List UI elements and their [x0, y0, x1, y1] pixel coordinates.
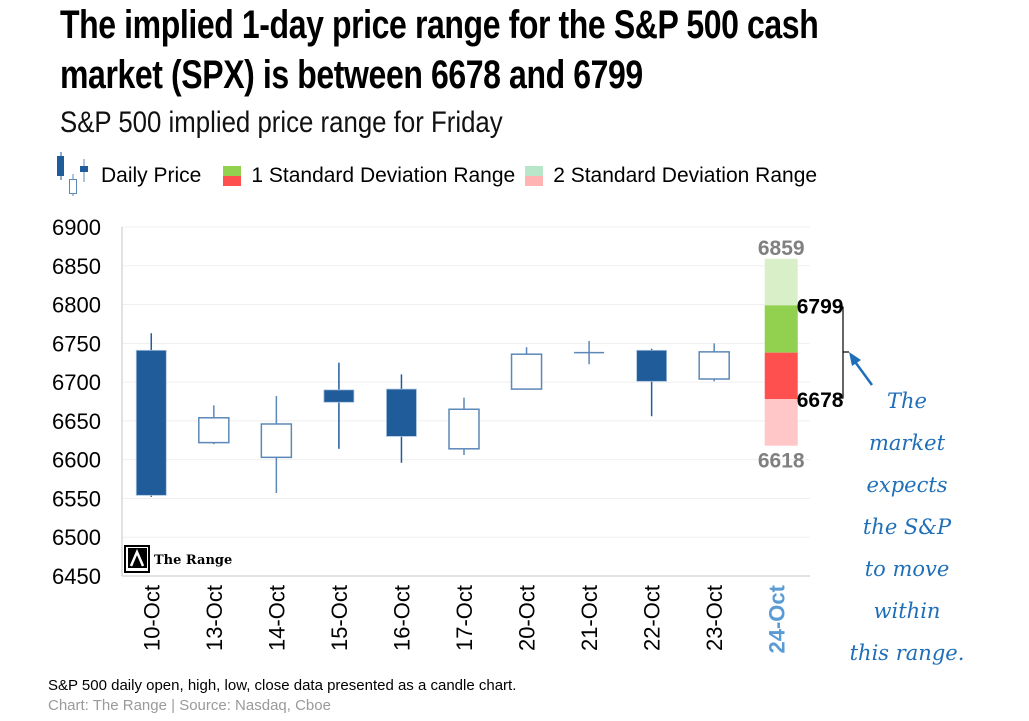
candle-body — [636, 349, 668, 382]
y-tick-label: 6650 — [52, 409, 101, 434]
watermark-text: The Range — [154, 553, 232, 568]
candle-body — [448, 408, 480, 450]
candlestick-icon — [57, 152, 88, 196]
y-tick-label: 6700 — [52, 370, 101, 395]
annotation-text: The market expects the S&P to move withi… — [832, 380, 982, 674]
legend-label-daily-price: Daily Price — [101, 164, 202, 187]
x-tick-label: 13-Oct — [202, 585, 227, 651]
y-tick-label: 6750 — [52, 331, 101, 356]
x-tick-label: 22-Oct — [640, 585, 665, 651]
x-tick-label: 16-Oct — [389, 585, 414, 651]
y-tick-label: 6850 — [52, 254, 101, 279]
annotation-line: the S&P — [862, 515, 952, 539]
title-line-2: market (SPX) is between 6678 and 6799 — [60, 53, 643, 97]
candle — [323, 362, 355, 449]
candle-body — [260, 423, 293, 459]
arrow-shaft — [851, 358, 874, 386]
candle — [574, 341, 605, 365]
candle-body — [510, 353, 543, 390]
y-tick-label: 6550 — [52, 486, 101, 511]
candle-body — [323, 389, 355, 403]
candle — [386, 374, 417, 463]
arrow-head-icon — [849, 352, 861, 366]
chart-subtitle: S&P 500 implied price range for Friday — [60, 106, 503, 140]
y-tick-label: 6500 — [52, 525, 101, 550]
legend-item-one-sd: 1 Standard Deviation Range — [223, 164, 515, 188]
candle — [510, 347, 543, 390]
x-tick-label: 23-Oct — [702, 585, 727, 651]
candles — [135, 333, 730, 497]
chart-legend: Daily Price 1 Standard Deviation Range 2… — [55, 152, 827, 196]
subtitle-prefix: S&P 500 implied price range for — [60, 106, 424, 139]
legend-item-daily-price: Daily Price — [55, 152, 201, 200]
x-tick-label: 24-Oct — [765, 584, 790, 653]
subtitle-day: Friday — [430, 106, 503, 139]
two-sd-swatch — [525, 166, 544, 186]
x-tick-label: 17-Oct — [452, 585, 477, 651]
candle — [135, 333, 167, 497]
footer-source: Chart: The Range | Source: Nasdaq, Cboe — [48, 697, 331, 714]
watermark-logo: The Range — [124, 545, 232, 573]
y-tick-label: 6800 — [52, 293, 101, 318]
candle-body — [135, 349, 167, 496]
candle — [636, 348, 668, 417]
annotation-line: The — [887, 389, 927, 413]
implied-range: 6859 6799 6678 6618 — [758, 237, 844, 473]
y-tick-label: 6450 — [52, 564, 101, 589]
legend-label-two-sd: 2 Standard Deviation Range — [553, 164, 818, 187]
y-tick-label: 6600 — [52, 448, 101, 473]
legend-label-one-sd: 1 Standard Deviation Range — [251, 164, 516, 187]
footer-note: S&P 500 daily open, high, low, close dat… — [48, 677, 517, 694]
candle — [198, 405, 230, 445]
candle — [448, 397, 480, 456]
two-sd-lower-band — [764, 399, 798, 446]
y-tick-label: 6900 — [52, 215, 101, 240]
candle-body — [386, 388, 417, 437]
candle-body — [698, 351, 730, 380]
annotation-line: this range. — [849, 641, 965, 665]
logo-peak-icon — [129, 548, 145, 567]
chart-title: The implied 1-day price range for the S&… — [60, 0, 828, 100]
one-sd-high-label: 6799 — [797, 295, 844, 318]
one-sd-low-label: 6678 — [797, 389, 844, 412]
candle — [698, 343, 730, 382]
annotation-line: market — [868, 431, 946, 455]
annotation-line: expects — [866, 473, 948, 497]
two-sd-high-label: 6859 — [758, 237, 805, 260]
two-sd-upper-band — [764, 258, 798, 306]
two-sd-low-label: 6618 — [758, 450, 805, 473]
candle-body — [198, 417, 230, 444]
x-tick-label: 21-Oct — [577, 585, 602, 651]
one-sd-swatch — [223, 166, 242, 186]
range-bracket — [836, 306, 849, 399]
annotation-line: to move — [864, 557, 950, 581]
one-sd-upper-band — [764, 305, 798, 353]
x-tick-label: 20-Oct — [515, 585, 540, 651]
x-tick-label: 15-Oct — [327, 585, 352, 651]
annotation-line: within — [873, 599, 941, 623]
one-sd-lower-band — [764, 352, 798, 400]
gridlines — [122, 226, 810, 538]
candle — [260, 396, 293, 494]
legend-item-two-sd: 2 Standard Deviation Range — [525, 164, 817, 188]
annotation-arrow — [849, 352, 874, 386]
x-tick-label: 10-Oct — [139, 585, 164, 651]
y-axis: 6900 6850 6800 6750 6700 6650 6600 6550 6500 6450 — [52, 215, 123, 589]
x-axis: 10-Oct 13-Oct 14-Oct 15-Oct 16-Oct 17-Oct 20-O… — [122, 575, 810, 653]
title-line-1: The implied 1-day price range for the S&… — [60, 3, 819, 47]
x-tick-label: 14-Oct — [264, 585, 289, 651]
